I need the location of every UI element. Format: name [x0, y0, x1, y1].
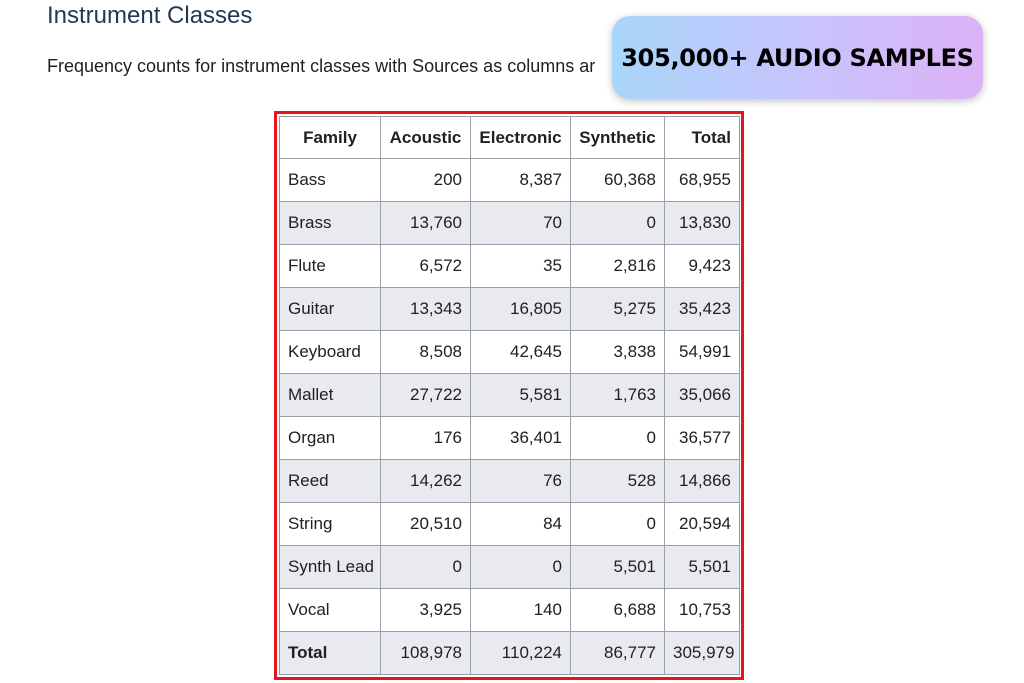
cell-acoustic-total: 108,978 — [380, 631, 471, 675]
highlight-frame: Family Acoustic Electronic Synthetic Tot… — [274, 111, 744, 680]
table-row: Organ 176 36,401 0 36,577 — [279, 416, 740, 460]
cell-synthetic-total: 86,777 — [570, 631, 665, 675]
cell-synthetic: 0 — [570, 201, 665, 245]
cell-total: 9,423 — [664, 244, 740, 288]
table-row: Guitar 13,343 16,805 5,275 35,423 — [279, 287, 740, 331]
column-header-electronic: Electronic — [470, 116, 571, 159]
instrument-frequency-table: Family Acoustic Electronic Synthetic Tot… — [279, 116, 740, 675]
cell-grand-total: 305,979 — [664, 631, 740, 675]
cell-family: Keyboard — [279, 330, 381, 374]
badge-text: 305,000+ AUDIO SAMPLES — [621, 43, 974, 72]
cell-family-total: Total — [279, 631, 381, 675]
table-row: Bass 200 8,387 60,368 68,955 — [279, 158, 740, 202]
cell-acoustic: 3,925 — [380, 588, 471, 632]
cell-family: Synth Lead — [279, 545, 381, 589]
cell-synthetic: 2,816 — [570, 244, 665, 288]
cell-total: 36,577 — [664, 416, 740, 460]
column-header-synthetic: Synthetic — [570, 116, 665, 159]
cell-total: 20,594 — [664, 502, 740, 546]
cell-acoustic: 13,343 — [380, 287, 471, 331]
cell-acoustic: 176 — [380, 416, 471, 460]
cell-electronic: 36,401 — [470, 416, 571, 460]
column-header-acoustic: Acoustic — [380, 116, 471, 159]
cell-electronic: 84 — [470, 502, 571, 546]
cell-electronic: 35 — [470, 244, 571, 288]
cell-family: Organ — [279, 416, 381, 460]
table-row: Brass 13,760 70 0 13,830 — [279, 201, 740, 245]
audio-samples-badge: 305,000+ AUDIO SAMPLES — [612, 16, 983, 99]
table-row: String 20,510 84 0 20,594 — [279, 502, 740, 546]
cell-electronic: 70 — [470, 201, 571, 245]
cell-synthetic: 5,275 — [570, 287, 665, 331]
cell-synthetic: 5,501 — [570, 545, 665, 589]
cell-electronic: 42,645 — [470, 330, 571, 374]
cell-electronic: 76 — [470, 459, 571, 503]
column-header-family: Family — [279, 116, 381, 159]
cell-total: 35,066 — [664, 373, 740, 417]
cell-acoustic: 14,262 — [380, 459, 471, 503]
cell-family: Reed — [279, 459, 381, 503]
cell-acoustic: 27,722 — [380, 373, 471, 417]
table-total-row: Total 108,978 110,224 86,777 305,979 — [279, 631, 740, 675]
cell-synthetic: 60,368 — [570, 158, 665, 202]
cell-total: 14,866 — [664, 459, 740, 503]
cell-electronic: 8,387 — [470, 158, 571, 202]
cell-synthetic: 3,838 — [570, 330, 665, 374]
cell-acoustic: 0 — [380, 545, 471, 589]
table-row: Vocal 3,925 140 6,688 10,753 — [279, 588, 740, 632]
cell-acoustic: 6,572 — [380, 244, 471, 288]
cell-synthetic: 528 — [570, 459, 665, 503]
section-heading: Instrument Classes — [47, 2, 253, 29]
cell-electronic: 16,805 — [470, 287, 571, 331]
cell-acoustic: 200 — [380, 158, 471, 202]
table-row: Flute 6,572 35 2,816 9,423 — [279, 244, 740, 288]
cell-total: 13,830 — [664, 201, 740, 245]
cell-acoustic: 13,760 — [380, 201, 471, 245]
cell-family: Vocal — [279, 588, 381, 632]
table-header-row: Family Acoustic Electronic Synthetic Tot… — [279, 116, 740, 159]
cell-synthetic: 0 — [570, 502, 665, 546]
cell-family: Brass — [279, 201, 381, 245]
cell-family: Flute — [279, 244, 381, 288]
cell-synthetic: 0 — [570, 416, 665, 460]
cell-synthetic: 1,763 — [570, 373, 665, 417]
cell-electronic: 5,581 — [470, 373, 571, 417]
table-row: Mallet 27,722 5,581 1,763 35,066 — [279, 373, 740, 417]
cell-electronic: 140 — [470, 588, 571, 632]
cell-electronic-total: 110,224 — [470, 631, 571, 675]
table-row: Synth Lead 0 0 5,501 5,501 — [279, 545, 740, 589]
cell-acoustic: 8,508 — [380, 330, 471, 374]
cell-total: 68,955 — [664, 158, 740, 202]
cell-family: Bass — [279, 158, 381, 202]
table-row: Reed 14,262 76 528 14,866 — [279, 459, 740, 503]
cell-acoustic: 20,510 — [380, 502, 471, 546]
cell-total: 35,423 — [664, 287, 740, 331]
section-description: Frequency counts for instrument classes … — [47, 56, 596, 76]
cell-total: 54,991 — [664, 330, 740, 374]
cell-family: Mallet — [279, 373, 381, 417]
cell-family: String — [279, 502, 381, 546]
cell-total: 5,501 — [664, 545, 740, 589]
cell-synthetic: 6,688 — [570, 588, 665, 632]
table-row: Keyboard 8,508 42,645 3,838 54,991 — [279, 330, 740, 374]
cell-total: 10,753 — [664, 588, 740, 632]
cell-electronic: 0 — [470, 545, 571, 589]
cell-family: Guitar — [279, 287, 381, 331]
column-header-total: Total — [664, 116, 740, 159]
